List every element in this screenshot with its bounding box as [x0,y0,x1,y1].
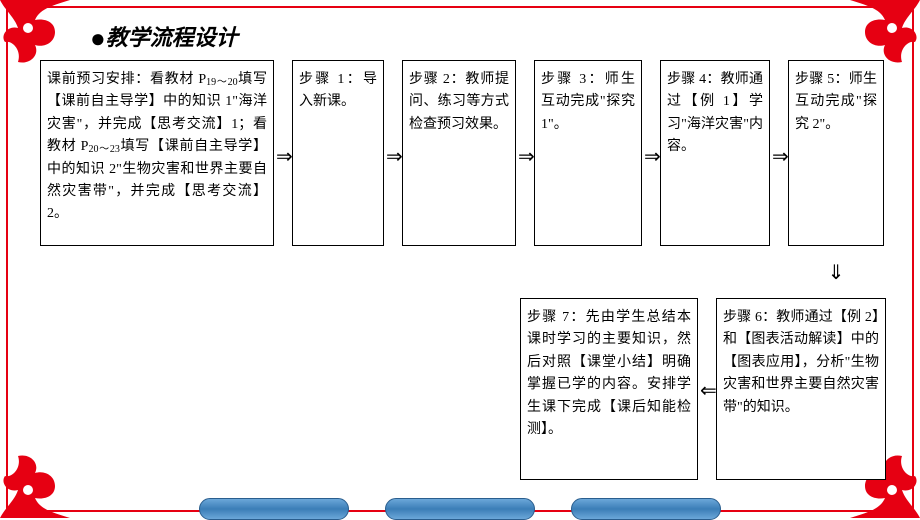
flow-box-step4: 步骤 4：教师通过【例 1】学习"海洋灾害"内容。 [660,60,770,246]
section-title: ●教学流程设计 [90,20,238,54]
flow-text: 步骤 3：师生互动完成"探究 1"。 [541,72,635,132]
flow-text: 步骤 1：导入新课。 [299,72,377,109]
arrow-right-icon: ⇒ [276,144,290,169]
flow-text: 步骤 4：教师通过【例 1】学习"海洋灾害"内容。 [667,72,763,154]
nav-pill[interactable] [571,498,721,520]
flow-box-step5: 步骤 5：师生互动完成"探究 2"。 [788,60,884,246]
flow-box-step1: 步骤 1：导入新课。 [292,60,384,246]
flow-box-step7: 步骤 7：先由学生总结本课时学习的主要知识，然后对照【课堂小结】明确掌握已学的内… [520,298,698,480]
arrow-left-icon: ⇐ [700,378,714,403]
arrow-right-icon: ⇒ [386,144,400,169]
bullet-icon: ● [90,24,106,53]
flow-text: 步骤 6：教师通过【例 2】和【图表活动解读】中的【图表应用】，分析"生物灾害和… [723,310,879,415]
arrow-right-icon: ⇒ [644,144,658,169]
arrow-right-icon: ⇒ [518,144,532,169]
flow-text: 课前预习安排：看教材 P19～20填写【课前自主导学】中的知识 1"海洋灾害"，… [47,72,267,221]
arrow-right-icon: ⇒ [772,144,786,169]
nav-pill[interactable] [385,498,535,520]
flow-text: 步骤 2：教师提问、练习等方式检查预习效果。 [409,72,509,132]
flow-box-step6: 步骤 6：教师通过【例 2】和【图表活动解读】中的【图表应用】，分析"生物灾害和… [716,298,886,480]
pill-nav-row [0,498,920,520]
flow-box-preclass: 课前预习安排：看教材 P19～20填写【课前自主导学】中的知识 1"海洋灾害"，… [40,60,274,246]
flow-box-step2: 步骤 2：教师提问、练习等方式检查预习效果。 [402,60,516,246]
flow-text: 步骤 5：师生互动完成"探究 2"。 [795,72,877,132]
nav-pill[interactable] [199,498,349,520]
flow-box-step3: 步骤 3：师生互动完成"探究 1"。 [534,60,642,246]
flow-text: 步骤 7：先由学生总结本课时学习的主要知识，然后对照【课堂小结】明确掌握已学的内… [527,310,691,437]
content-area: ●教学流程设计 课前预习安排：看教材 P19～20填写【课前自主导学】中的知识 … [40,20,880,498]
title-text: 教学流程设计 [106,25,238,50]
arrow-down-icon: ⇓ [826,260,846,285]
